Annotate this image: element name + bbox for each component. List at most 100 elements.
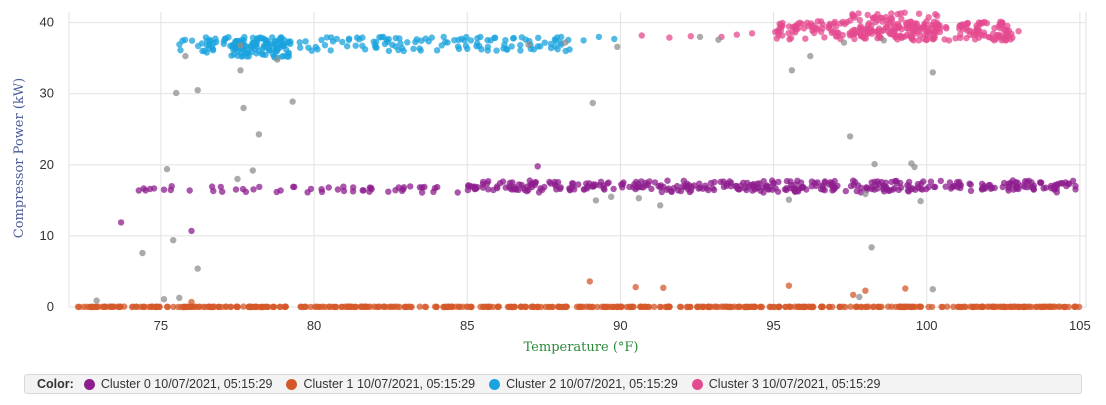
scatter-point-cluster-0 — [575, 181, 582, 188]
scatter-point-cluster-0 — [651, 179, 659, 186]
x-tick-label: 100 — [916, 318, 938, 333]
scatter-point-unassigned — [807, 52, 814, 60]
scatter-point-cluster-1 — [892, 303, 899, 311]
scatter-point-cluster-2 — [210, 40, 217, 47]
scatter-point-cluster-0 — [632, 178, 640, 186]
scatter-point-cluster-2 — [228, 52, 235, 59]
scatter-point-cluster-1 — [563, 303, 570, 310]
scatter-point-cluster-0 — [988, 184, 996, 191]
scatter-point-cluster-1 — [102, 303, 109, 310]
scatter-point-unassigned — [862, 190, 869, 198]
scatter-point-cluster-2 — [455, 36, 462, 43]
legend-swatch — [83, 378, 95, 390]
scatter-point-cluster-1 — [810, 303, 817, 310]
scatter-point-cluster-1 — [265, 303, 272, 311]
data-points — [74, 9, 1083, 311]
scatter-point-cluster-1 — [711, 303, 718, 310]
legend-swatch — [691, 378, 703, 390]
scatter-point-cluster-0 — [818, 182, 826, 189]
scatter-point-unassigned — [163, 165, 171, 173]
scatter-point-cluster-2 — [541, 39, 548, 46]
scatter-point-cluster-2 — [179, 37, 186, 44]
scatter-point-cluster-2 — [611, 35, 618, 43]
scatter-point-cluster-0 — [978, 180, 986, 187]
scatter-point-cluster-3 — [811, 29, 818, 37]
scatter-point-cluster-3 — [915, 10, 923, 17]
scatter-point-cluster-0 — [430, 188, 437, 195]
x-tick-label: 105 — [1069, 318, 1091, 333]
scatter-point-cluster-3 — [814, 18, 821, 25]
scatter-point-cluster-1 — [776, 303, 783, 310]
scatter-point-cluster-0 — [1001, 179, 1008, 187]
scatter-point-cluster-1 — [842, 303, 849, 311]
scatter-point-cluster-1 — [302, 303, 310, 310]
scatter-point-unassigned — [715, 36, 722, 43]
scatter-point-cluster-0 — [485, 178, 492, 185]
scatter-point-cluster-2 — [198, 40, 206, 47]
scatter-point-cluster-3 — [687, 33, 694, 40]
scatter-point-cluster-0 — [160, 186, 168, 193]
x-axis-title: Temperature (°F) — [524, 340, 639, 355]
scatter-point-cluster-0 — [527, 181, 534, 189]
legend-label: Cluster 1 10/07/2021, 05:15:29 — [303, 377, 476, 391]
legend-item-cluster-0[interactable]: Cluster 0 10/07/2021, 05:15:29 — [83, 377, 273, 391]
scatter-point-cluster-3 — [930, 36, 937, 43]
scatter-point-cluster-0 — [1058, 179, 1065, 187]
scatter-point-cluster-0 — [334, 186, 342, 193]
scatter-point-cluster-1 — [819, 303, 827, 311]
scatter-point-cluster-1 — [665, 303, 672, 310]
scatter-point-cluster-3 — [910, 30, 917, 38]
scatter-point-cluster-0 — [800, 184, 807, 191]
scatter-point-cluster-0 — [385, 188, 392, 195]
scatter-point-cluster-0 — [664, 177, 671, 184]
scatter-point-cluster-1 — [223, 303, 230, 310]
scatter-point-cluster-0 — [434, 183, 441, 191]
scatter-point-cluster-2 — [263, 37, 270, 45]
scatter-point-cluster-3 — [849, 12, 856, 19]
scatter-point-cluster-3 — [808, 23, 815, 30]
scatter-point-cluster-3 — [802, 35, 809, 42]
scatter-point-cluster-3 — [666, 34, 673, 41]
scatter-point-cluster-1 — [609, 303, 616, 311]
scatter-point-cluster-0 — [471, 185, 478, 193]
scatter-point-cluster-1 — [1024, 303, 1031, 310]
scatter-point-unassigned — [139, 249, 146, 257]
scatter-point-cluster-1 — [346, 303, 354, 310]
scatter-point-cluster-0 — [665, 185, 672, 192]
scatter-point-cluster-3 — [883, 17, 890, 24]
scatter-point-cluster-0 — [186, 187, 193, 194]
scatter-chart: 75 80 85 90 95 100 105 0 10 20 30 40 Temperature (… — [12, 9, 1091, 355]
legend-item-cluster-1[interactable]: Cluster 1 10/07/2021, 05:15:29 — [286, 377, 475, 391]
scatter-point-cluster-1 — [153, 303, 160, 310]
scatter-point-cluster-1 — [751, 303, 758, 310]
scatter-point-unassigned — [788, 67, 796, 74]
scatter-point-cluster-1 — [248, 303, 255, 311]
scatter-point-cluster-3 — [851, 35, 858, 43]
grid-lines — [68, 12, 1087, 308]
legend-item-cluster-2[interactable]: Cluster 2 10/07/2021, 05:15:29 — [489, 377, 678, 391]
scatter-point-cluster-1 — [950, 303, 957, 310]
scatter-point-cluster-2 — [558, 33, 565, 41]
scatter-point-cluster-3 — [943, 25, 950, 32]
scatter-point-cluster-0 — [696, 180, 703, 187]
scatter-point-cluster-2 — [204, 37, 211, 45]
scatter-point-cluster-2 — [444, 39, 451, 46]
scatter-point-unassigned — [240, 104, 247, 112]
scatter-point-cluster-2 — [296, 39, 303, 46]
scatter-point-cluster-3 — [785, 23, 793, 30]
scatter-point-cluster-0 — [584, 185, 591, 192]
scatter-point-cluster-2 — [404, 39, 411, 46]
scatter-point-cluster-2 — [250, 39, 257, 47]
scatter-point-cluster-3 — [874, 11, 881, 18]
scatter-point-cluster-1 — [215, 303, 222, 311]
scatter-point-cluster-3 — [748, 30, 756, 37]
scatter-point-cluster-1 — [1055, 303, 1062, 310]
legend-label: Cluster 0 10/07/2021, 05:15:29 — [100, 377, 273, 391]
scatter-point-unassigned — [696, 33, 704, 41]
scatter-point-cluster-2 — [271, 40, 278, 48]
scatter-point-cluster-0 — [590, 181, 597, 188]
scatter-point-cluster-2 — [395, 46, 402, 54]
scatter-point-cluster-2 — [537, 43, 544, 50]
legend-item-cluster-3[interactable]: Cluster 3 10/07/2021, 05:15:29 — [691, 377, 880, 391]
scatter-point-cluster-3 — [906, 21, 913, 28]
